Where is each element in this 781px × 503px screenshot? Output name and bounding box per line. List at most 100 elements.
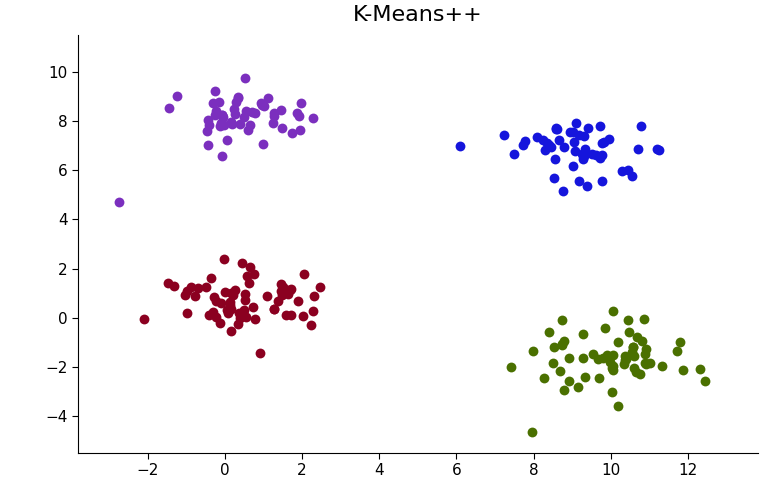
Point xyxy=(217,113,230,121)
Point xyxy=(580,147,592,155)
Point xyxy=(305,321,317,329)
Point xyxy=(596,354,608,362)
Point xyxy=(555,340,568,348)
Point xyxy=(543,328,555,337)
Point xyxy=(207,308,219,316)
Point xyxy=(576,150,588,158)
Point xyxy=(222,309,234,317)
Point xyxy=(298,271,310,279)
Point xyxy=(553,136,565,144)
Point xyxy=(537,374,550,382)
Point xyxy=(112,198,125,206)
Point xyxy=(202,311,215,319)
Point xyxy=(275,287,287,295)
Point xyxy=(298,311,310,319)
Point xyxy=(268,305,280,313)
Point xyxy=(570,119,583,127)
Point xyxy=(216,299,228,307)
Point xyxy=(572,177,585,185)
Point xyxy=(272,297,284,305)
Point xyxy=(526,428,538,436)
Point xyxy=(699,376,711,384)
Point xyxy=(594,154,607,162)
Point xyxy=(291,109,304,117)
Point xyxy=(634,122,647,130)
Point xyxy=(622,328,635,337)
Point xyxy=(181,287,194,295)
Point xyxy=(567,138,580,146)
Point xyxy=(549,154,562,162)
Point xyxy=(282,290,294,298)
Point xyxy=(239,74,251,82)
Point xyxy=(284,286,297,294)
Point xyxy=(541,139,554,147)
Point xyxy=(607,366,619,374)
Point xyxy=(229,111,241,119)
Point xyxy=(248,270,260,278)
Point xyxy=(616,167,629,175)
Point xyxy=(638,315,651,323)
Point xyxy=(626,172,638,180)
Point xyxy=(547,359,559,367)
Point xyxy=(308,292,320,300)
Point xyxy=(656,362,669,370)
Point xyxy=(234,120,246,128)
Point xyxy=(230,99,242,107)
Point xyxy=(201,141,214,149)
Point xyxy=(597,138,610,146)
Point xyxy=(537,136,549,144)
Point xyxy=(281,286,294,294)
Point xyxy=(255,99,267,107)
Point xyxy=(596,151,608,159)
Point xyxy=(539,145,551,153)
Point xyxy=(245,108,258,116)
Point xyxy=(266,119,279,127)
Point xyxy=(224,298,237,306)
Point xyxy=(209,111,221,119)
Point xyxy=(622,315,634,323)
Point xyxy=(258,102,270,110)
Point xyxy=(216,152,228,160)
Point xyxy=(579,145,591,153)
Point xyxy=(227,105,240,113)
Point xyxy=(295,99,308,107)
Point xyxy=(628,352,640,360)
Point xyxy=(577,155,590,163)
Point xyxy=(232,94,244,102)
Point xyxy=(497,131,510,139)
Point xyxy=(292,297,305,305)
Point xyxy=(619,355,632,363)
Point xyxy=(240,107,252,115)
Point xyxy=(577,355,590,363)
Point xyxy=(210,313,223,321)
Point xyxy=(202,121,215,129)
Point xyxy=(225,327,237,336)
Point xyxy=(307,114,319,122)
Point xyxy=(167,282,180,290)
Point xyxy=(603,135,615,143)
Point xyxy=(578,132,590,140)
Point xyxy=(234,309,246,317)
Point xyxy=(237,306,250,314)
Point xyxy=(599,324,612,332)
Point xyxy=(189,292,201,300)
Point xyxy=(563,377,576,385)
Point xyxy=(595,177,608,185)
Point xyxy=(547,174,560,182)
Point xyxy=(225,120,237,128)
Point xyxy=(209,87,222,95)
Point xyxy=(210,297,223,305)
Point xyxy=(207,293,219,301)
Point xyxy=(651,145,663,153)
Point xyxy=(572,131,585,139)
Point xyxy=(601,351,613,359)
Point xyxy=(292,113,305,121)
Point xyxy=(213,98,226,106)
Point xyxy=(562,354,575,362)
Point xyxy=(284,310,297,318)
Point xyxy=(225,118,237,126)
Point xyxy=(578,151,590,159)
Point xyxy=(238,296,251,304)
Point xyxy=(592,355,604,363)
Point xyxy=(201,127,214,135)
